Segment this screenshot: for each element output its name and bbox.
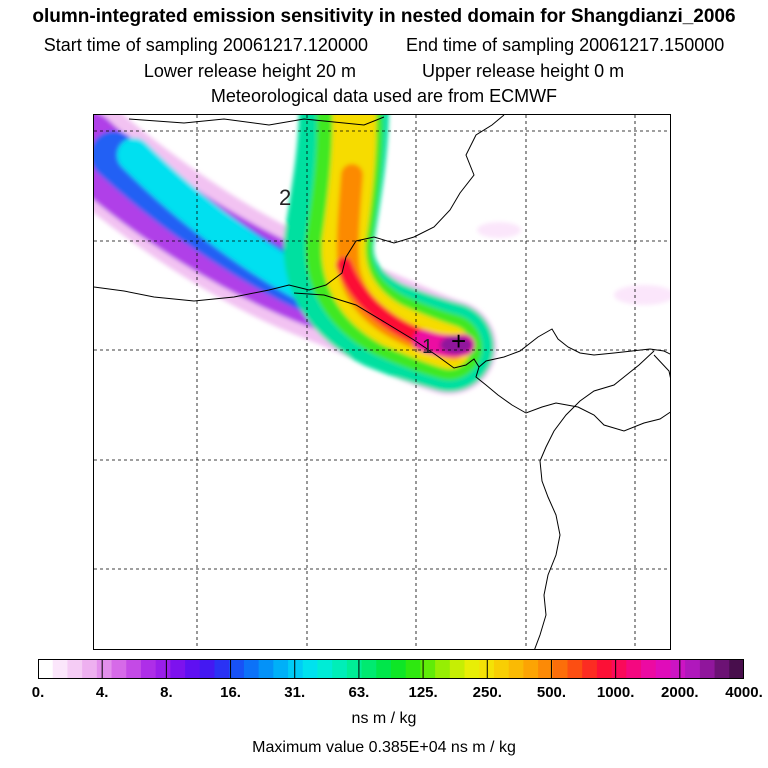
- colorbar-swatch: [38, 659, 54, 679]
- plume-core-dark: [440, 336, 472, 354]
- coastline-north: [128, 116, 385, 126]
- coastline-korea: [534, 350, 655, 649]
- colorbar-swatch: [655, 659, 672, 679]
- colorbar-swatch: [96, 659, 113, 679]
- colorbar-swatch: [332, 659, 348, 679]
- colorbar-tick-label: 31.: [284, 684, 306, 701]
- colorbar-swatch: [729, 659, 744, 679]
- colorbar-swatch: [346, 659, 363, 679]
- colorbar-swatch: [538, 659, 554, 679]
- release-location-marker: +: [451, 326, 466, 356]
- colorbar-swatch: [699, 659, 716, 679]
- colorbar-swatch: [82, 659, 98, 679]
- lat-lon-grid: [94, 115, 670, 649]
- colorbar-swatch: [288, 659, 304, 679]
- colorbar-swatch: [685, 659, 701, 679]
- coastline-east: [653, 354, 670, 379]
- map-canvas: 2 1 +: [94, 115, 670, 649]
- colorbar-unit: ns m / kg: [351, 710, 417, 727]
- colorbar-swatch: [449, 659, 466, 679]
- colorbar-swatch: [405, 659, 422, 679]
- colorbar-swatch: [258, 659, 274, 679]
- colorbar-swatch: [552, 659, 569, 679]
- sensitivity-field: [94, 115, 670, 395]
- coastline-bay: [293, 292, 670, 432]
- colorbar-swatch: [376, 659, 392, 679]
- colorbar-swatch: [582, 659, 598, 679]
- colorbar-swatch: [243, 659, 260, 679]
- colorbar-swatch: [214, 659, 230, 679]
- colorbar-tick-label: 8.: [160, 684, 173, 701]
- colorbar-tick-label: 250.: [472, 684, 502, 701]
- colorbar-swatch: [611, 659, 627, 679]
- colorbar-outline: [38, 659, 744, 679]
- colorbar-swatch: [67, 659, 83, 679]
- colorbar-swatch: [596, 659, 613, 679]
- colorbar-swatch: [567, 659, 583, 679]
- colorbar-tick-label: 2000.: [661, 684, 699, 701]
- colorbar-swatch: [435, 659, 451, 679]
- plot-title: olumn-integrated emission sensitivity in…: [32, 6, 736, 27]
- coastlines: [94, 115, 670, 649]
- colorbar-swatch: [140, 659, 157, 679]
- colorbar-tick-label: 0.: [31, 684, 45, 701]
- colorbar-tick-label: 16.: [220, 684, 241, 701]
- coastline-peninsula: [478, 328, 670, 368]
- colorbar-swatch: [302, 659, 319, 679]
- colorbar-tick-label: 4.: [95, 684, 109, 701]
- colorbar-swatch: [523, 659, 539, 679]
- colorbar-swatch: [273, 659, 289, 679]
- colorbar-swatch: [185, 659, 201, 679]
- colorbar-swatches: [38, 659, 744, 679]
- colorbar-swatch: [361, 659, 377, 679]
- met-data-label: Meteorological data used are from ECMWF: [210, 86, 558, 106]
- colorbar-swatch: [170, 659, 186, 679]
- colorbar-swatch: [641, 659, 657, 679]
- colorbar-tick-label: 500.: [536, 684, 567, 701]
- colorbar-swatch: [714, 659, 730, 679]
- colorbar-tick-label: 4000.: [725, 684, 763, 701]
- colorbar-swatch: [155, 659, 171, 679]
- colorbar-swatch: [670, 659, 686, 679]
- colorbar-ticks: [101, 659, 681, 679]
- colorbar-swatch: [493, 659, 510, 679]
- map-panel: 2 1 +: [93, 114, 671, 650]
- end-time-label: End time of sampling 20061217.150000: [406, 35, 725, 55]
- maximum-value-label: Maximum value 0.385E+04 ns m / kg: [252, 739, 516, 756]
- faint-patch-east: [614, 285, 670, 305]
- colorbar-tick-label: 63.: [348, 684, 370, 701]
- colorbar-swatch: [464, 659, 480, 679]
- colorbar-swatch: [391, 659, 407, 679]
- colorbar-tick-label: 125.: [408, 684, 438, 701]
- start-time-label: Start time of sampling 20061217.120000: [43, 35, 368, 55]
- colorbar: [38, 659, 744, 679]
- colorbar-swatch: [317, 659, 333, 679]
- colorbar-swatch: [508, 659, 524, 679]
- colorbar-tick-label: 1000.: [596, 684, 635, 701]
- colorbar-swatch: [126, 659, 142, 679]
- faint-patch-mid: [477, 222, 521, 238]
- contour-label-2: 2: [279, 185, 291, 210]
- coastline-bohai: [94, 115, 505, 302]
- contour-label-1: 1: [422, 336, 433, 358]
- colorbar-swatch: [626, 659, 642, 679]
- upper-height-label: Upper release height 0 m: [422, 61, 625, 81]
- release-heights: Lower release height 20 m Upper release …: [0, 60, 768, 82]
- colorbar-swatch: [229, 659, 245, 679]
- colorbar-swatch: [199, 659, 216, 679]
- lower-height-label: Lower release height 20 m: [143, 61, 356, 81]
- colorbar-swatch: [52, 659, 69, 679]
- colorbar-swatch: [420, 659, 436, 679]
- sampling-times: Start time of sampling 20061217.120000 E…: [0, 34, 768, 56]
- colorbar-swatch: [111, 659, 127, 679]
